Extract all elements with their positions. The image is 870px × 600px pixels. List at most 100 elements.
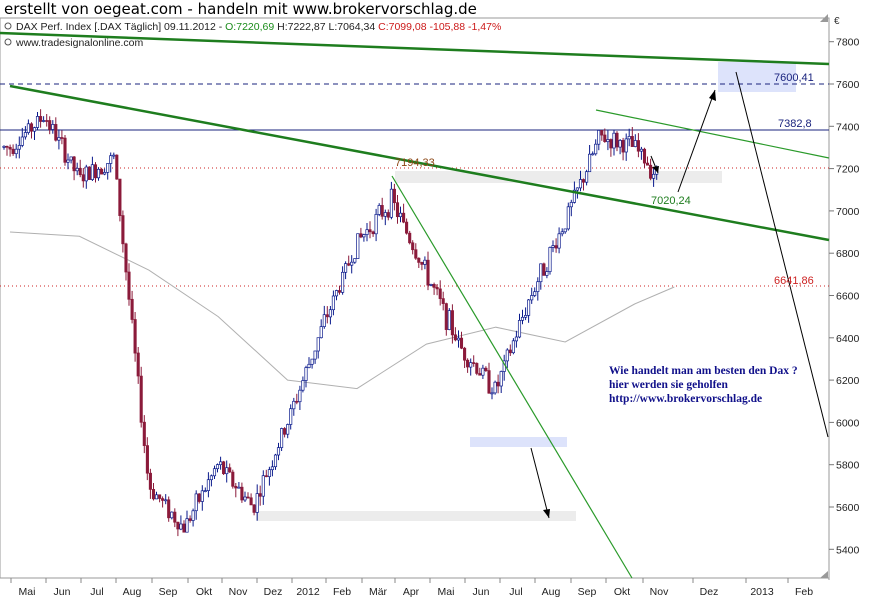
candle-body bbox=[423, 259, 427, 265]
candle-body bbox=[5, 145, 9, 148]
candle-body bbox=[100, 168, 104, 175]
candle-body bbox=[289, 408, 293, 425]
candle-body bbox=[225, 467, 229, 475]
candle-body bbox=[240, 486, 244, 501]
candle-body bbox=[295, 400, 299, 403]
candle-body bbox=[267, 469, 271, 477]
candle-body bbox=[484, 367, 488, 371]
x-axis-ticks: Mai Jun Jul Aug Sep Okt Nov Dez 2012 Feb Mär Apr Mai… bbox=[10, 578, 813, 598]
header-open: O:7220,69 bbox=[225, 21, 274, 33]
corner-bottom-icon[interactable] bbox=[820, 571, 828, 578]
projection-line bbox=[735, 71, 829, 438]
candle-body bbox=[319, 326, 323, 339]
candle-body bbox=[557, 233, 561, 249]
candle-body bbox=[243, 496, 247, 501]
y-tick-label: 7800 bbox=[836, 37, 860, 49]
level-label-6641: 6641,86 bbox=[774, 275, 814, 287]
series-marker-icon bbox=[4, 22, 12, 30]
candle-body bbox=[350, 261, 354, 266]
currency-symbol: € bbox=[834, 16, 840, 27]
candle-body bbox=[508, 349, 512, 354]
candle-body bbox=[310, 358, 314, 365]
candle-body bbox=[334, 290, 339, 297]
candle-body bbox=[560, 231, 564, 235]
candle-body bbox=[444, 303, 448, 330]
candle-body bbox=[87, 166, 91, 180]
level-label-7020: 7020,24 bbox=[651, 195, 691, 207]
candle-body bbox=[264, 475, 268, 478]
x-tick-label: Dez bbox=[264, 586, 283, 598]
candle-body bbox=[179, 523, 183, 530]
candle-body bbox=[51, 124, 55, 130]
candle-body bbox=[645, 162, 650, 166]
candle-body bbox=[42, 120, 46, 122]
candle-body bbox=[368, 229, 372, 233]
candle-body bbox=[81, 174, 85, 182]
x-tick-label: Jun bbox=[54, 586, 71, 598]
x-tick-label: Mai bbox=[438, 586, 455, 598]
candle-body bbox=[66, 159, 70, 163]
page-title: erstellt von oegeat.com - handeln mit ww… bbox=[4, 0, 477, 18]
upper-trendline bbox=[0, 31, 830, 66]
candle-body bbox=[548, 247, 552, 272]
candle-body bbox=[93, 164, 98, 179]
candle-body bbox=[298, 389, 302, 403]
candle-body bbox=[118, 178, 122, 216]
candle-body bbox=[581, 179, 586, 183]
candle-body bbox=[17, 145, 21, 150]
candle-body bbox=[136, 352, 140, 377]
candle-body bbox=[517, 320, 522, 338]
candle-body bbox=[438, 288, 442, 299]
candle-body bbox=[127, 271, 131, 300]
support-zone-highlight bbox=[256, 511, 576, 521]
candle-body bbox=[609, 139, 613, 149]
x-tick-label: Aug bbox=[123, 586, 142, 598]
candle-body bbox=[313, 350, 317, 360]
annotation-line-2: hier werden sie geholfen bbox=[609, 379, 729, 391]
candle-body bbox=[301, 380, 305, 391]
x-tick-label: Jun bbox=[473, 586, 490, 598]
up-arrow-head bbox=[709, 90, 716, 101]
candle-body bbox=[292, 400, 296, 410]
candle-body bbox=[417, 257, 421, 263]
candle-body bbox=[475, 363, 479, 374]
candle-body bbox=[530, 295, 534, 301]
down-arrow bbox=[530, 447, 550, 519]
annotation-line-1: Wie handelt man am besten den Dax ? bbox=[609, 365, 798, 377]
candle-body bbox=[203, 490, 207, 492]
candle-body bbox=[618, 140, 622, 148]
candle-body bbox=[600, 130, 604, 136]
main-downtrend-line bbox=[9, 84, 830, 242]
candle-body bbox=[459, 337, 464, 349]
candle-body bbox=[255, 493, 259, 513]
candle-body bbox=[383, 212, 387, 217]
candle-body bbox=[185, 518, 189, 533]
candle-body bbox=[505, 349, 509, 362]
candle-body bbox=[456, 337, 461, 341]
candle-body bbox=[551, 245, 555, 248]
candle-body bbox=[588, 153, 592, 173]
candle-body bbox=[392, 188, 396, 204]
candle-body bbox=[539, 263, 543, 283]
candle-body bbox=[11, 148, 15, 154]
candle-body bbox=[633, 140, 637, 147]
candle-body bbox=[328, 309, 332, 318]
candle-body bbox=[161, 498, 165, 501]
candle-body bbox=[414, 249, 418, 259]
candle-body bbox=[96, 168, 101, 179]
candle-body bbox=[307, 363, 311, 368]
candle-body bbox=[273, 454, 278, 468]
x-tick-label: 2012 bbox=[296, 586, 320, 598]
corner-top-icon[interactable] bbox=[820, 14, 828, 22]
candle-body bbox=[63, 137, 67, 163]
candle-body bbox=[380, 205, 384, 217]
candle-body bbox=[594, 143, 598, 155]
candle-body bbox=[182, 523, 186, 533]
x-tick-label: Jul bbox=[509, 586, 522, 598]
x-tick-label: Nov bbox=[229, 586, 248, 598]
candle-body bbox=[29, 123, 34, 132]
candle-body bbox=[453, 334, 457, 341]
candle-body bbox=[432, 284, 436, 288]
candle-body bbox=[347, 263, 351, 266]
candle-body bbox=[603, 134, 607, 142]
